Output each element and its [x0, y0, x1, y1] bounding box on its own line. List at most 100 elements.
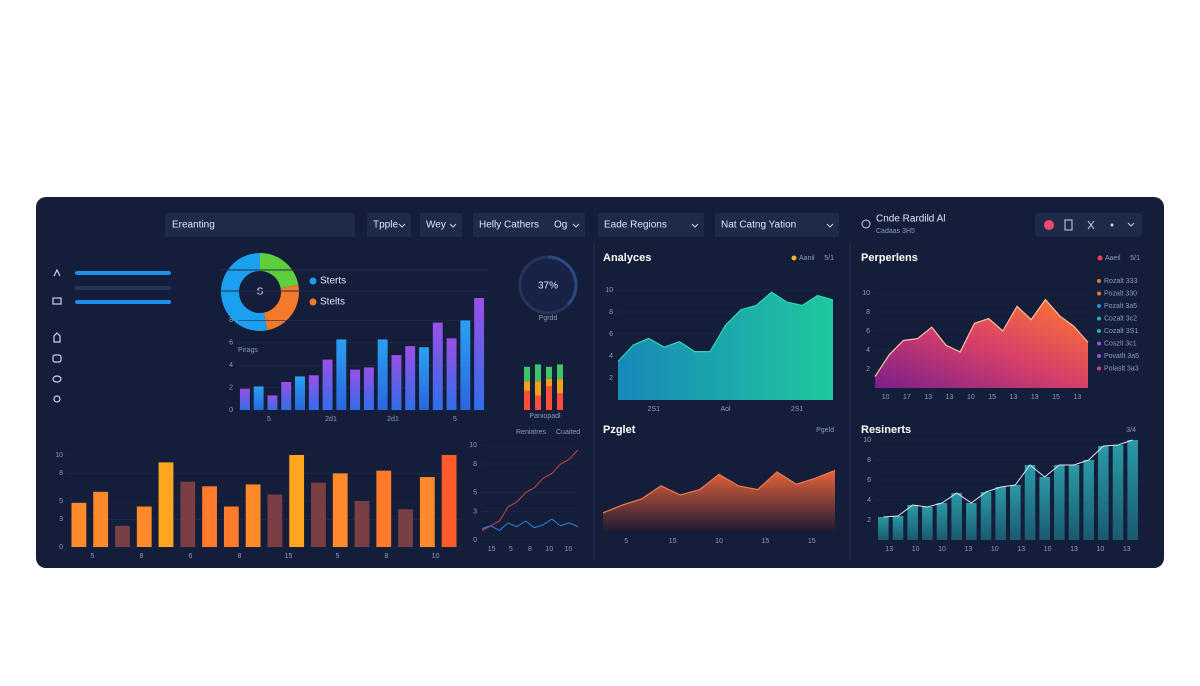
y-tick-label: 2: [866, 366, 870, 373]
legend-label: Pozalt 3a5: [1104, 303, 1137, 310]
stacked-bar: [535, 364, 541, 382]
x-tick-label: 17: [903, 394, 911, 401]
stacked-bar: [546, 378, 552, 386]
panel-badge: 3/4: [1126, 427, 1136, 434]
sidebar: [52, 268, 62, 403]
filter-dropdown[interactable]: [473, 213, 585, 237]
progress-bar: [75, 286, 171, 290]
progress-bar: [75, 271, 171, 275]
icon[interactable]: [1087, 220, 1095, 230]
bar: [308, 375, 319, 410]
area-line: [874, 298, 1089, 377]
icon[interactable]: [1127, 222, 1135, 227]
stacked-bar: [524, 390, 530, 410]
y-tick-label: 8: [59, 470, 63, 477]
bar: [892, 516, 904, 540]
bar: [354, 501, 370, 547]
legend-label: Aanil: [799, 255, 815, 262]
bar: [446, 338, 457, 410]
y-tick-label: 2: [609, 375, 613, 382]
x-tick-label: 13: [924, 394, 932, 401]
nav-icon[interactable]: [52, 375, 62, 383]
y-tick-label: 4: [609, 353, 613, 360]
nav-icon[interactable]: [53, 395, 61, 403]
bar: [322, 359, 333, 410]
legend-dot: [309, 277, 317, 285]
icon[interactable]: [1110, 223, 1114, 227]
x-tick-label: 13: [965, 546, 973, 553]
nav-icon[interactable]: [53, 268, 61, 277]
bar: [951, 493, 962, 540]
bar: [460, 320, 471, 410]
bar: [1054, 465, 1065, 540]
y-tick-label: 8: [473, 461, 477, 468]
bar: [267, 395, 278, 410]
search-box[interactable]: [165, 213, 355, 237]
filter-dropdown[interactable]: [367, 213, 411, 237]
x-tick-label: 8: [528, 546, 532, 553]
bar: [405, 346, 416, 410]
x-tick-label: 10: [565, 546, 573, 553]
filter-dropdown[interactable]: [420, 213, 462, 237]
legend-dot: [1097, 316, 1101, 321]
bar: [376, 470, 392, 547]
nav-icon[interactable]: [52, 354, 62, 363]
y-tick-label: 6: [866, 328, 870, 335]
icon-box: [1035, 213, 1142, 237]
filter-dropdown[interactable]: [715, 213, 839, 237]
bar: [336, 339, 347, 410]
x-tick-label: 15: [488, 546, 496, 553]
bar: [289, 455, 305, 547]
filter-label: Tpple: [373, 220, 398, 231]
bar: [350, 369, 361, 410]
nav-icon[interactable]: [52, 297, 62, 305]
legend-dot: [1097, 329, 1101, 333]
bar: [311, 482, 326, 547]
x-tick-label: 10: [882, 394, 890, 401]
bar: [245, 484, 261, 547]
area: [618, 292, 833, 400]
x-tick-label: 10: [991, 546, 999, 553]
area: [875, 299, 1088, 388]
gauge-value: 37%: [538, 281, 558, 292]
donut-segment: [221, 253, 268, 331]
x-tick-label: 13: [1123, 546, 1131, 553]
y-tick-label: 4: [866, 347, 870, 354]
search-icon[interactable]: [861, 219, 871, 229]
bar: [136, 506, 152, 547]
legend-dot: [309, 298, 317, 306]
search-text: Ereanting: [172, 220, 215, 231]
bar: [419, 477, 435, 547]
x-tick-label: Aol: [720, 406, 731, 413]
stacked-bar: [557, 378, 563, 394]
panel-badge: 5/1: [824, 255, 834, 262]
sidebar-progress: [75, 271, 171, 304]
filter-label: Helly Cathers: [479, 220, 539, 231]
y-tick-label: 3: [473, 508, 477, 515]
x-tick-label: 2S1: [791, 406, 804, 413]
bar: [980, 492, 992, 540]
chevron: [572, 223, 580, 228]
y-tick-label: 2: [229, 384, 233, 391]
legend-label: Aaeil: [1105, 255, 1121, 262]
bar: [267, 494, 283, 547]
nav-icon[interactable]: [53, 332, 61, 343]
legend-dot: [1097, 279, 1101, 283]
x-tick-label: 15: [285, 553, 293, 560]
legend-label: Cuaited: [556, 429, 580, 436]
icon[interactable]: [1064, 219, 1073, 231]
icon[interactable]: [1044, 220, 1054, 230]
filter-dropdown[interactable]: [598, 213, 704, 237]
chevron: [691, 223, 699, 228]
x-tick-label: 5: [336, 553, 340, 560]
x-tick-label: 5: [509, 546, 513, 553]
line: [481, 518, 579, 532]
x-tick-label: 10: [545, 546, 553, 553]
panel-title: Pzglet: [603, 424, 636, 436]
legend-dot: [1097, 304, 1101, 308]
bar: [419, 347, 429, 410]
bar: [202, 486, 217, 547]
trend-line: [883, 439, 1133, 518]
x-tick-label: 5: [267, 416, 271, 423]
